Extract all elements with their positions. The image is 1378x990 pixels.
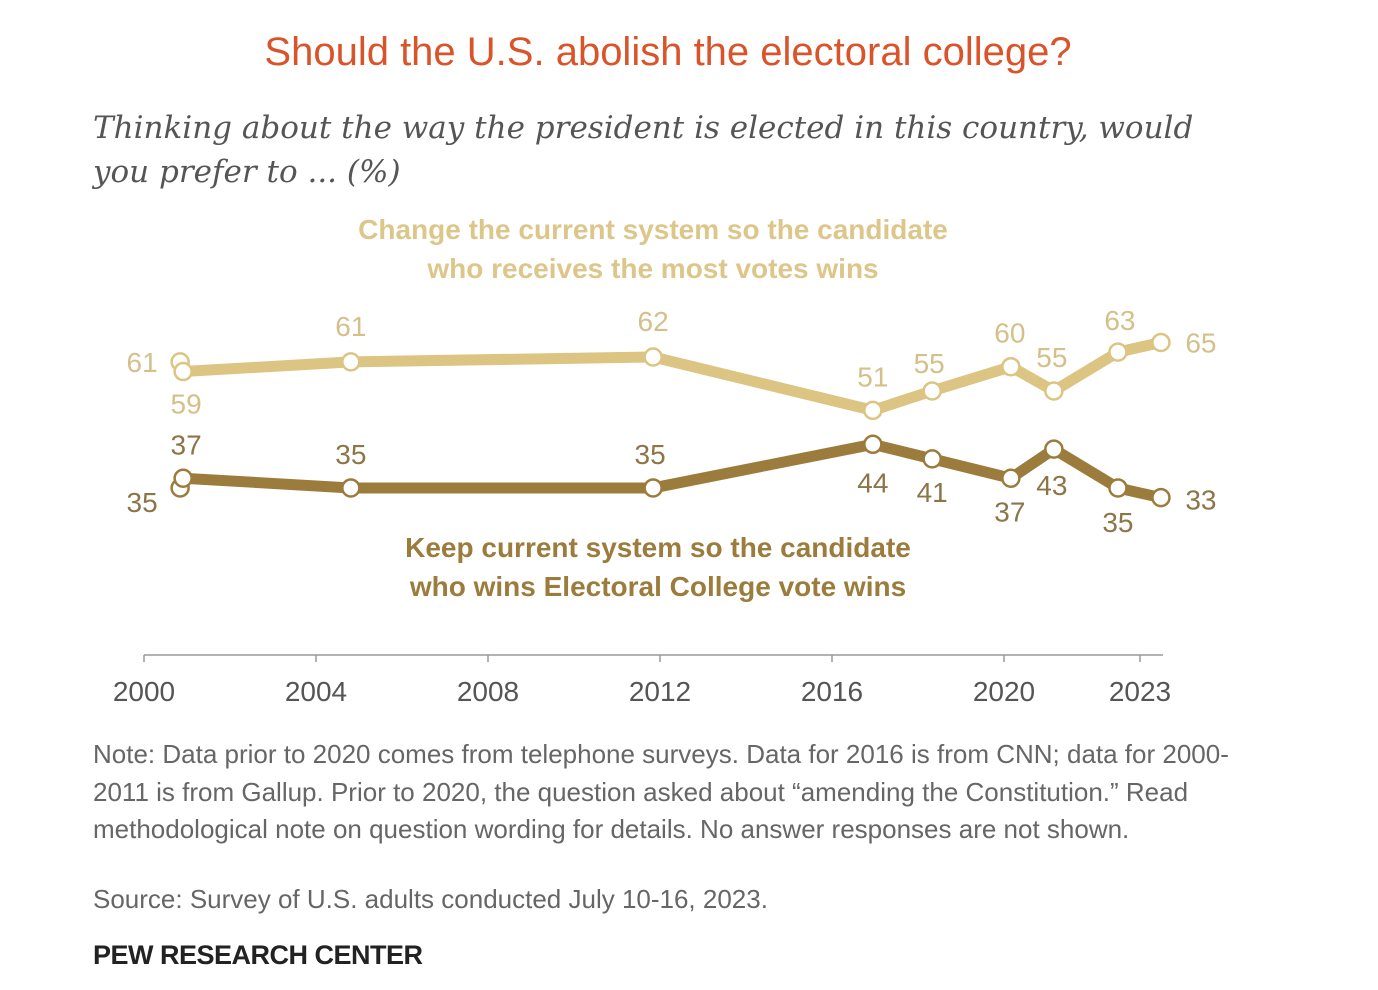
x-tick-label: 2004 bbox=[285, 676, 347, 707]
series-line-0 bbox=[177, 336, 1167, 416]
data-point bbox=[1108, 342, 1128, 362]
data-point bbox=[341, 352, 361, 372]
data-label: 55 bbox=[914, 348, 945, 379]
data-point bbox=[863, 400, 883, 421]
data-point bbox=[173, 468, 193, 488]
data-point bbox=[1044, 381, 1064, 401]
x-tick-label: 2020 bbox=[973, 676, 1035, 707]
data-point bbox=[643, 478, 663, 498]
data-label: 62 bbox=[638, 306, 669, 337]
data-label: 35 bbox=[1102, 507, 1133, 538]
data-point bbox=[1151, 332, 1171, 353]
data-label: 59 bbox=[171, 389, 202, 420]
brand-logo: PEW RESEARCH CENTER bbox=[93, 940, 423, 970]
data-point bbox=[1108, 478, 1128, 498]
data-point bbox=[922, 449, 942, 469]
series-label-change: Change the current system so the candida… bbox=[330, 210, 976, 288]
data-point bbox=[1001, 356, 1021, 377]
data-point bbox=[643, 347, 663, 367]
data-point bbox=[341, 478, 361, 498]
series-label-keep: Keep current system so the candidate who… bbox=[370, 528, 946, 606]
data-label: 55 bbox=[1036, 342, 1067, 373]
data-label: 61 bbox=[335, 311, 366, 342]
series-label-keep-line2: who wins Electoral College vote wins bbox=[409, 571, 907, 602]
data-point bbox=[1151, 487, 1171, 508]
data-point bbox=[922, 381, 942, 401]
data-label: 61 bbox=[127, 347, 158, 378]
data-label: 37 bbox=[994, 496, 1025, 527]
x-tick-label: 2016 bbox=[801, 676, 863, 707]
data-label: 60 bbox=[994, 318, 1025, 349]
data-point bbox=[1001, 468, 1021, 488]
data-label: 35 bbox=[127, 487, 158, 518]
data-label: 33 bbox=[1185, 485, 1216, 516]
series-label-keep-line1: Keep current system so the candidate bbox=[405, 532, 911, 563]
data-label: 65 bbox=[1185, 327, 1216, 358]
x-tick-label: 2023 bbox=[1109, 676, 1171, 707]
data-label: 41 bbox=[917, 477, 948, 508]
x-tick-label: 2008 bbox=[457, 676, 519, 707]
series-label-change-line1: Change the current system so the candida… bbox=[358, 214, 948, 245]
chart-title: Should the U.S. abolish the electoral co… bbox=[264, 30, 1072, 74]
data-label: 51 bbox=[857, 361, 888, 392]
chart-note: Note: Data prior to 2020 comes from tele… bbox=[93, 739, 1229, 844]
x-tick-label: 2012 bbox=[629, 676, 691, 707]
data-label: 37 bbox=[171, 429, 202, 460]
chart-source: Source: Survey of U.S. adults conducted … bbox=[93, 884, 768, 914]
data-label: 35 bbox=[635, 439, 666, 470]
data-point bbox=[1044, 439, 1064, 459]
series-label-change-line2: who receives the most votes wins bbox=[427, 253, 879, 284]
data-label: 35 bbox=[335, 439, 366, 470]
data-point bbox=[173, 361, 193, 382]
data-label: 43 bbox=[1036, 470, 1067, 501]
data-point bbox=[863, 434, 883, 455]
data-label: 44 bbox=[857, 467, 888, 498]
x-tick-label: 2000 bbox=[113, 676, 175, 707]
data-label: 63 bbox=[1104, 305, 1135, 336]
chart-subtitle: Thinking about the way the president is … bbox=[93, 110, 1194, 190]
